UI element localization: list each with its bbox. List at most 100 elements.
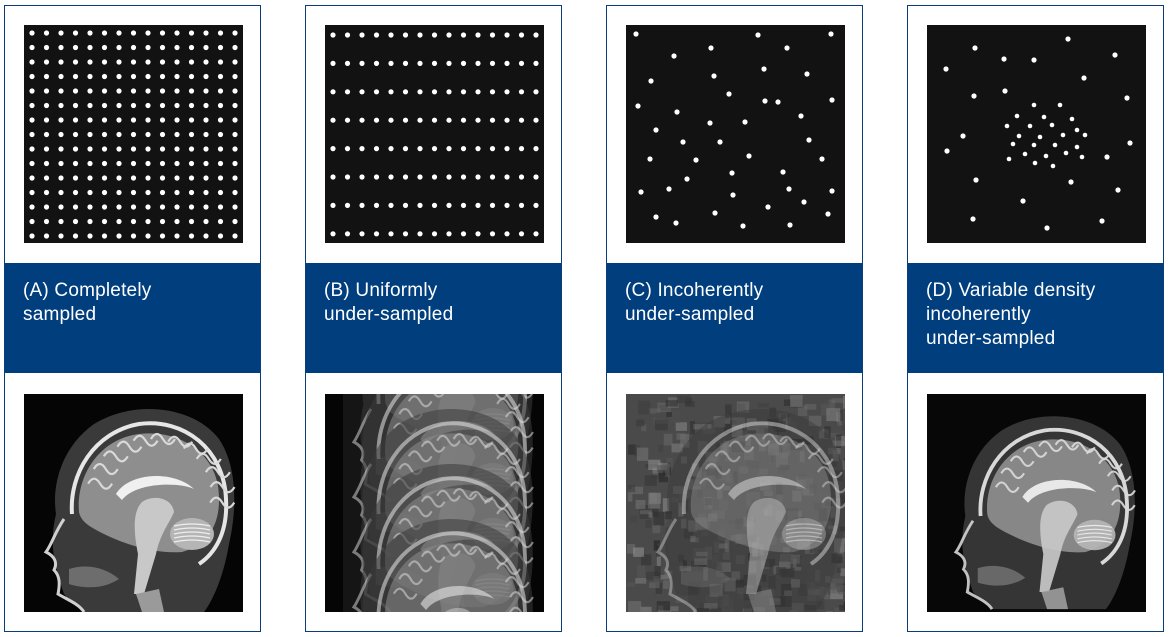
- sample-dot: [431, 89, 438, 95]
- sample-dot: [388, 146, 394, 152]
- sample-dot: [58, 117, 64, 123]
- sample-dot: [533, 146, 539, 152]
- noise-blotch: [705, 594, 719, 603]
- sample-dot: [489, 146, 496, 152]
- noise-blotch: [773, 420, 786, 433]
- noise-blotch: [843, 456, 845, 463]
- sample-dot: [72, 175, 79, 181]
- sample-dot: [87, 131, 93, 138]
- noise-blotch: [675, 595, 689, 603]
- noise-blotch: [767, 443, 779, 456]
- noise-blotch: [796, 476, 806, 490]
- sample-dot: [29, 160, 35, 167]
- sample-dot: [828, 31, 834, 37]
- noise-blotch: [671, 410, 681, 423]
- noise-blotch: [628, 444, 636, 455]
- sample-dot: [29, 30, 35, 36]
- sample-dot: [58, 102, 64, 109]
- noise-blotch: [711, 563, 722, 572]
- sample-dot: [417, 146, 423, 152]
- noise-blotch: [739, 466, 749, 474]
- sample-dot: [762, 98, 768, 104]
- panel-a: (A) Completely sampled: [4, 5, 261, 632]
- sample-dot: [431, 174, 438, 180]
- noise-blotch: [637, 447, 649, 461]
- sample-dot: [29, 204, 35, 210]
- noise-blotch: [731, 424, 743, 438]
- sample-dot: [344, 60, 351, 66]
- sample-dot: [460, 174, 467, 180]
- sample-dot: [217, 117, 224, 123]
- sample-dot: [43, 146, 50, 152]
- noise-blotch: [652, 525, 661, 534]
- sample-dot: [373, 174, 380, 180]
- sample-dot: [29, 117, 35, 123]
- sample-dot: [203, 73, 209, 80]
- sample-dot: [518, 174, 525, 180]
- sample-dot: [58, 73, 64, 80]
- noise-blotch: [764, 610, 771, 612]
- sample-dot: [188, 189, 195, 196]
- noise-blotch: [832, 440, 843, 447]
- noise-blotch: [655, 412, 669, 424]
- sample-dot: [72, 102, 79, 109]
- sample-dot: [188, 175, 195, 181]
- sample-dot: [159, 218, 166, 225]
- sample-dot: [755, 32, 761, 38]
- noise-blotch: [825, 501, 836, 507]
- sample-dot: [116, 88, 122, 94]
- noise-blotch: [822, 528, 834, 540]
- sample-dot: [43, 233, 50, 239]
- sample-dot: [101, 59, 108, 65]
- noise-blotch: [797, 405, 808, 417]
- sample-dot: [344, 146, 351, 152]
- sample-dot: [29, 44, 35, 51]
- sample-dot: [217, 160, 224, 167]
- noise-blotch: [747, 552, 761, 561]
- noise-blotch: [706, 480, 715, 491]
- noise-blotch: [791, 579, 801, 588]
- noise-blotch: [834, 538, 845, 553]
- sample-dot: [130, 146, 137, 152]
- sample-dot: [417, 174, 423, 180]
- sample-dot: [101, 233, 108, 239]
- noise-blotch: [764, 558, 776, 568]
- noise-blotch: [636, 564, 646, 578]
- sample-dot: [475, 231, 481, 237]
- sample-dot: [533, 231, 539, 237]
- sample-dot: [518, 146, 525, 152]
- sample-dot: [359, 231, 365, 237]
- sample-dot: [489, 60, 496, 66]
- noise-blotch: [737, 586, 748, 594]
- sample-dot: [417, 117, 423, 123]
- noise-blotch: [780, 567, 795, 578]
- sample-dot: [72, 189, 79, 196]
- sample-dot: [116, 59, 122, 65]
- sample-dot: [533, 32, 539, 38]
- sample-dot: [1037, 134, 1043, 140]
- noise-blotch: [727, 520, 742, 525]
- noise-blotch: [816, 542, 829, 550]
- sample-dot: [518, 117, 525, 123]
- noise-blotch: [641, 424, 647, 432]
- noise-blotch: [775, 528, 788, 538]
- sample-dot: [446, 89, 452, 95]
- noise-blotch: [768, 535, 777, 545]
- noise-blotch: [824, 426, 831, 438]
- sample-dot: [43, 88, 50, 94]
- sample-dot: [159, 146, 166, 152]
- noise-blotch: [763, 540, 771, 546]
- mri-image-c: [626, 394, 845, 612]
- noise-blotch: [815, 569, 820, 582]
- noise-blotch: [745, 433, 751, 446]
- sample-dot: [533, 60, 539, 66]
- noise-blotch: [715, 465, 722, 479]
- noise-blotch: [788, 438, 803, 451]
- noise-blotch: [776, 467, 786, 473]
- noise-blotch: [806, 581, 815, 591]
- noise-blotch: [842, 460, 845, 470]
- noise-blotch: [627, 484, 636, 493]
- noise-blotch: [626, 582, 636, 587]
- noise-blotch: [746, 418, 757, 431]
- panel-b-label-line-1: (B) Uniformly: [324, 280, 438, 301]
